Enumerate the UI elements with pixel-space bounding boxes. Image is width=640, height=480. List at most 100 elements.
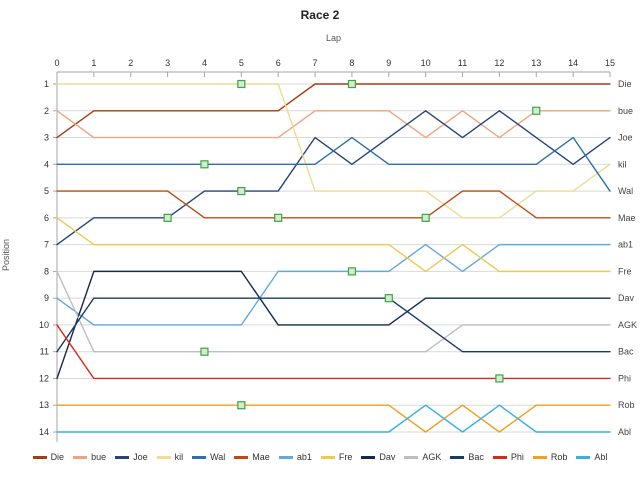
- x-tick-label: 7: [313, 58, 318, 68]
- legend-swatch: [32, 455, 47, 459]
- green-square-marker: [237, 401, 246, 410]
- green-square-marker: [532, 106, 541, 115]
- y-tick-label: 1: [44, 79, 49, 89]
- legend-swatch: [73, 455, 88, 459]
- legend: Die bue Joe kil Wal Mae ab1 Fre Dav AGK Bac Phi Rob A…: [0, 452, 640, 462]
- series-right-label: Bac: [618, 347, 634, 357]
- legend-item-AGK: AGK: [404, 452, 441, 462]
- series-right-label: Abl: [618, 427, 631, 437]
- legend-item-Abl: Abl: [576, 452, 607, 462]
- x-tick-label: 2: [128, 58, 133, 68]
- x-tick-label: 10: [421, 58, 431, 68]
- green-square-marker: [237, 186, 246, 196]
- legend-item-Dav: Dav: [361, 452, 395, 462]
- x-tick-label: 8: [349, 58, 354, 68]
- series-right-label: Fre: [618, 266, 632, 276]
- legend-label: Dav: [379, 452, 396, 462]
- series-line-Bac: [56, 297, 611, 353]
- y-tick-label: 12: [39, 373, 49, 383]
- series-right-label: Phi: [618, 373, 631, 383]
- green-square-marker: [200, 160, 209, 169]
- green-square-marker: [384, 294, 393, 303]
- series-right-label: AGK: [618, 320, 637, 330]
- legend-label: Bac: [468, 452, 484, 462]
- x-tick-label: 11: [458, 58, 467, 68]
- legend-item-Phi: Phi: [492, 452, 524, 462]
- green-square-marker: [347, 79, 357, 89]
- legend-item-Die: Die: [32, 452, 65, 462]
- series-line-Abl: [56, 404, 611, 433]
- y-tick-label: 8: [44, 266, 49, 276]
- x-tick-label: 3: [165, 58, 170, 68]
- legend-label: Die: [50, 452, 65, 462]
- legend-item-ab1: ab1: [278, 452, 312, 462]
- x-tick-label: 5: [239, 58, 244, 68]
- legend-swatch: [192, 455, 207, 459]
- legend-swatch: [450, 455, 465, 459]
- y-tick-label: 9: [44, 293, 49, 303]
- series-line-Dav: [56, 270, 611, 380]
- legend-swatch: [115, 455, 130, 459]
- legend-swatch: [361, 455, 376, 459]
- series-right-label: Rob: [618, 400, 635, 410]
- legend-label: ab1: [296, 452, 312, 462]
- legend-swatch: [320, 455, 335, 459]
- y-tick-label: 10: [39, 320, 49, 330]
- x-tick-label: 0: [54, 58, 59, 68]
- legend-item-kil: kil: [156, 452, 184, 462]
- legend-label: Phi: [510, 452, 524, 462]
- legend-swatch: [278, 455, 293, 459]
- legend-swatch: [576, 455, 591, 459]
- x-tick-label: 13: [531, 58, 541, 68]
- x-tick-label: 15: [605, 58, 615, 68]
- series-right-label: Wal: [618, 186, 633, 196]
- green-square-marker: [347, 267, 357, 276]
- series-right-label: bue: [618, 106, 633, 116]
- series-line-Phi: [56, 324, 611, 380]
- legend-label: Rob: [550, 452, 568, 462]
- y-tick-label: 11: [40, 347, 49, 357]
- x-tick-label: 4: [202, 58, 207, 68]
- y-tick-label: 4: [44, 159, 49, 169]
- y-tick-label: 7: [44, 240, 49, 250]
- x-tick-label: 14: [568, 58, 578, 68]
- series-line-Rob: [56, 404, 611, 433]
- legend-label: kil: [174, 452, 184, 462]
- x-tick-label: 9: [386, 58, 391, 68]
- legend-label: Fre: [338, 452, 353, 462]
- legend-swatch: [234, 455, 249, 459]
- y-tick-label: 6: [44, 213, 49, 223]
- legend-label: bue: [91, 452, 107, 462]
- series-line-Die: [56, 83, 611, 139]
- series-line-bue: [56, 110, 611, 139]
- legend-swatch: [404, 455, 419, 459]
- y-tick-label: 3: [44, 133, 49, 143]
- x-axis-title: Lap: [325, 33, 342, 43]
- legend-label: Wal: [210, 452, 226, 462]
- y-tick-label: 13: [39, 400, 49, 410]
- legend-swatch: [492, 455, 507, 459]
- legend-label: AGK: [422, 452, 442, 462]
- legend-label: Abl: [594, 452, 608, 462]
- legend-item-Bac: Bac: [450, 452, 484, 462]
- y-tick-label: 14: [39, 427, 49, 437]
- series-line-ab1: [56, 243, 611, 326]
- series-line-Fre: [56, 217, 611, 273]
- green-square-marker: [421, 213, 430, 222]
- series-line-Wal: [56, 136, 611, 192]
- legend-item-Mae: Mae: [234, 452, 270, 462]
- legend-item-Fre: Fre: [320, 452, 353, 462]
- legend-item-Wal: Wal: [192, 452, 225, 462]
- series-right-label: Dav: [618, 293, 635, 303]
- x-tick-label: 1: [91, 58, 96, 68]
- y-tick-label: 5: [44, 186, 49, 196]
- series-line-Joe: [56, 110, 611, 246]
- green-square-marker: [274, 213, 283, 222]
- y-tick-label: 2: [44, 106, 49, 116]
- green-square-marker: [163, 213, 172, 222]
- green-square-marker: [495, 374, 504, 383]
- x-tick-label: 12: [494, 58, 504, 68]
- legend-swatch: [156, 455, 171, 459]
- legend-item-bue: bue: [73, 452, 106, 462]
